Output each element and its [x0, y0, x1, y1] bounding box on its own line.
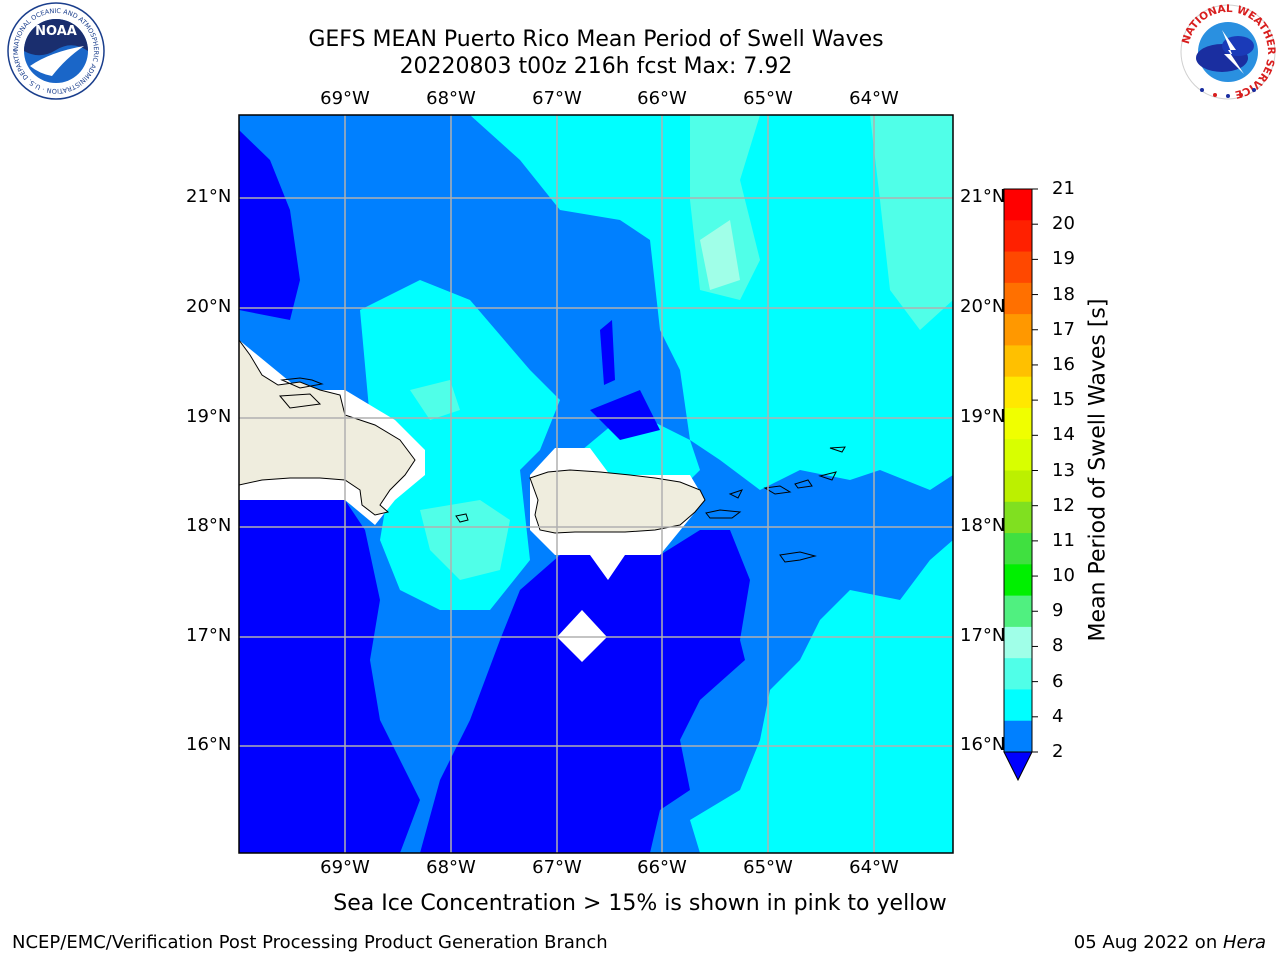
credit-date: 05 Aug 2022 on Hera	[1074, 932, 1266, 953]
lon-label-top: 68°W	[426, 88, 476, 109]
lat-label-left: 19°N	[186, 406, 232, 427]
contour-lt2s-north2	[600, 320, 615, 385]
lon-label-bottom: 68°W	[426, 857, 476, 878]
colorbar-tick-label: 15	[1052, 389, 1075, 411]
lon-label-bottom: 65°W	[743, 857, 793, 878]
contour-4-6s-north	[470, 115, 953, 490]
lon-label-top: 66°W	[637, 88, 687, 109]
colorbar-segment	[1004, 439, 1032, 471]
colorbar-tick-label: 20	[1052, 213, 1075, 235]
colorbar-segment	[1004, 533, 1032, 565]
colorbar-tick-label: 17	[1052, 318, 1075, 340]
lat-label-right: 17°N	[960, 625, 1006, 646]
lon-label-bottom: 67°W	[532, 857, 582, 878]
colorbar-tick-label: 18	[1052, 283, 1075, 305]
credit-branch: NCEP/EMC/Verification Post Processing Pr…	[12, 932, 608, 953]
land-hispaniola	[239, 339, 416, 516]
lat-label-right: 18°N	[960, 515, 1006, 536]
contour-6-8s-3	[420, 500, 510, 580]
lon-label-top: 64°W	[849, 88, 899, 109]
sea-ice-note: Sea Ice Concentration > 15% is shown in …	[333, 891, 947, 916]
colorbar-tick-label: 13	[1052, 459, 1075, 481]
graticule	[239, 115, 953, 853]
colorbar-segment	[1004, 501, 1032, 534]
map-frame	[238, 114, 954, 854]
contour-lt2s-south	[420, 530, 750, 853]
colorbar-tick-label: 16	[1052, 353, 1075, 375]
lon-label-top: 69°W	[320, 88, 370, 109]
colorbar-tick-label: 21	[1052, 178, 1075, 199]
colorbar-under-extension	[1003, 751, 1033, 782]
lon-label-bottom: 69°W	[320, 857, 370, 878]
colorbar-tick-label: 8	[1052, 635, 1064, 657]
colorbar-tick-label: 14	[1052, 424, 1075, 446]
chart-subtitle: 20220803 t00z 216h fcst Max: 7.92	[399, 54, 793, 79]
lon-label-bottom: 66°W	[637, 857, 687, 878]
credit-machine: Hera	[1222, 932, 1266, 953]
colorbar-segment	[1004, 626, 1032, 659]
colorbar-tick-label: 11	[1052, 529, 1075, 551]
colorbar-segment	[1004, 470, 1032, 503]
noaa-logo: NATIONAL OCEANIC AND ATMOSPHERIC ADMINIS…	[0, 0, 105, 100]
colorbar-tick-label: 19	[1052, 248, 1075, 270]
lat-label-left: 21°N	[186, 186, 232, 207]
lat-label-left: 20°N	[186, 296, 232, 317]
land-islets-hispaniola	[278, 377, 324, 409]
contour-6-8s-4	[700, 220, 740, 290]
colorbar-segment	[1004, 345, 1032, 378]
lat-label-right: 20°N	[960, 296, 1006, 317]
land-mona-island	[455, 513, 469, 523]
credit-date-text: 05 Aug 2022 on	[1073, 932, 1223, 953]
lat-label-right: 21°N	[960, 186, 1006, 207]
colorbar-tick-label: 6	[1052, 670, 1064, 692]
nws-logo: NATIONAL WEATHER SERVICE	[1180, 3, 1277, 101]
contour-6-8s-5	[410, 380, 460, 420]
noaa-logo-text: NOAA	[35, 24, 77, 39]
lon-label-top: 67°W	[532, 88, 582, 109]
colorbar-tick-label: 12	[1052, 494, 1075, 516]
colorbar-segment	[1004, 720, 1032, 753]
lat-label-left: 16°N	[186, 734, 232, 755]
contour-lt2s-west	[239, 500, 420, 853]
lon-label-top: 65°W	[743, 88, 793, 109]
chart-title: GEFS MEAN Puerto Rico Mean Period of Swe…	[308, 27, 884, 52]
colorbar-tick-label: 2	[1052, 741, 1064, 762]
contour-4-6s-east	[690, 495, 953, 853]
colorbar-segment	[1004, 564, 1032, 597]
colorbar	[1003, 188, 1038, 782]
lon-label-bottom: 64°W	[849, 857, 899, 878]
contour-lt2s-nw	[239, 130, 300, 320]
lat-label-left: 17°N	[186, 625, 232, 646]
lat-label-right: 16°N	[960, 734, 1006, 755]
contour-lt2s-north	[590, 390, 660, 440]
land-vieques	[705, 509, 742, 519]
colorbar-segment	[1004, 282, 1032, 315]
lat-label-left: 18°N	[186, 515, 232, 536]
colorbar-tick-label: 10	[1052, 565, 1075, 587]
colorbar-segment	[1004, 658, 1032, 690]
colorbar-segment	[1004, 376, 1032, 409]
colorbar-segment	[1004, 314, 1032, 346]
colorbar-tick-label: 9	[1052, 600, 1064, 622]
land-st-croix	[779, 551, 817, 563]
colorbar-label: Mean Period of Swell Waves [s]	[1085, 298, 1111, 642]
lat-label-right: 19°N	[960, 406, 1006, 427]
colorbar-segment	[1004, 189, 1032, 221]
land-mask-south	[557, 610, 607, 662]
colorbar-segment	[1004, 689, 1032, 722]
colorbar-segment	[1004, 220, 1032, 253]
contour-6-8s-2	[870, 115, 953, 330]
swell-period-field	[239, 115, 953, 853]
colorbar-segment	[1004, 595, 1032, 628]
colorbar-segment	[1004, 407, 1032, 440]
colorbar-segment	[1004, 251, 1032, 284]
land-virgin-islands	[728, 446, 846, 499]
colorbar-tick-label: 4	[1052, 705, 1064, 727]
